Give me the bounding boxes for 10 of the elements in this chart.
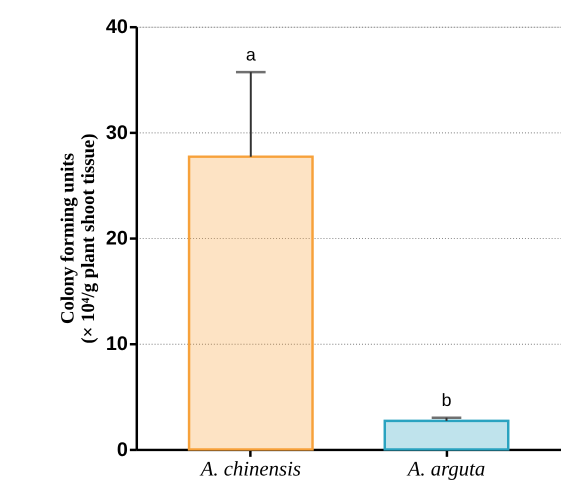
y-tick-label: 0: [116, 438, 128, 461]
y-axis-title: Colony forming units (× 10⁴/g plant shoot tissue): [57, 134, 100, 344]
x-tick-label: A. arguta: [406, 458, 486, 481]
y-tick-label: 10: [106, 333, 128, 356]
annotation: b: [442, 390, 452, 410]
y-tick-label: 40: [106, 16, 128, 38]
x-tick-label: A. chinensis: [198, 458, 301, 481]
y-tick-label: 30: [106, 122, 128, 144]
annotation: a: [246, 44, 256, 64]
y-tick-label: 20: [106, 227, 128, 250]
